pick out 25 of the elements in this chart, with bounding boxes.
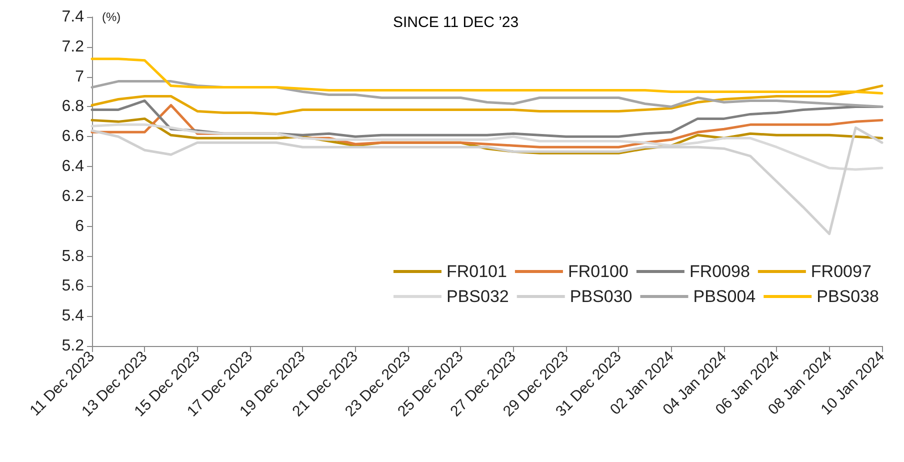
y-tick-label: 6.4 (62, 158, 84, 176)
y-tick-label: 6.6 (62, 128, 84, 146)
y-tick-label: 5.4 (62, 308, 84, 325)
line-series (90, 58, 884, 95)
legend-label: PBS038 (816, 287, 880, 306)
legend-label: PBS030 (570, 287, 632, 306)
y-axis-title: (%) (102, 10, 121, 24)
y-tick-label: 6 (75, 218, 84, 235)
y-tick-label: 7 (75, 68, 84, 86)
y-tick-label: 6.8 (62, 98, 84, 116)
line-series (90, 126, 884, 236)
y-tick-label: 5.6 (62, 278, 84, 295)
legend-label: FR0097 (810, 262, 872, 281)
legend-label: PBS032 (446, 287, 509, 306)
y-tick-label: 7.2 (62, 38, 84, 56)
y-tick-label: 6.2 (62, 188, 84, 205)
legend-label: FR0098 (689, 262, 750, 281)
legend-label: FR0100 (568, 262, 628, 281)
y-tick-label: 5.2 (62, 338, 84, 354)
chart-title: SINCE 11 DEC ’23 (393, 14, 519, 31)
y-tick-label: 5.8 (62, 248, 84, 265)
line-series (90, 84, 884, 116)
legend-label: PBS004 (693, 287, 756, 306)
y-tick-label: 7.4 (62, 8, 84, 26)
legend-label: FR0101 (446, 262, 507, 281)
